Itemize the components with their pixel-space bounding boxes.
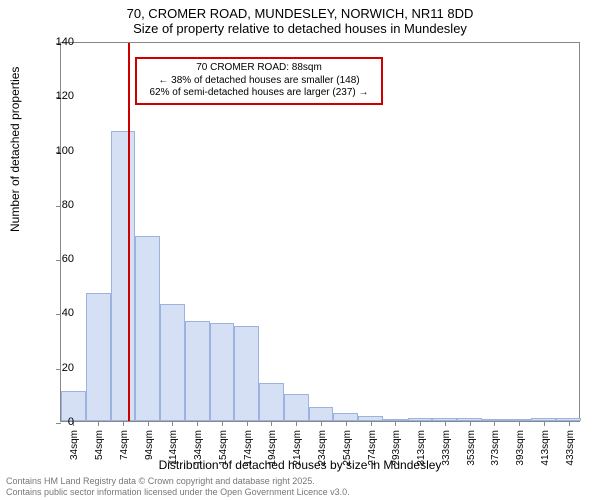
xtick-mark xyxy=(470,421,471,426)
histogram-bar xyxy=(160,304,185,421)
xtick-mark xyxy=(371,421,372,426)
xtick-mark xyxy=(519,421,520,426)
annotation-line: 62% of semi-detached houses are larger (… xyxy=(143,87,375,100)
xtick-label: 34sqm xyxy=(69,430,80,460)
xtick-mark xyxy=(569,421,570,426)
xtick-mark xyxy=(247,421,248,426)
xtick-label: 54sqm xyxy=(94,430,105,460)
ytick-mark xyxy=(56,369,61,370)
histogram-bar xyxy=(234,326,259,421)
xtick-label: 94sqm xyxy=(144,430,155,460)
xtick-mark xyxy=(395,421,396,426)
histogram-bar xyxy=(284,394,309,421)
ytick-mark xyxy=(56,206,61,207)
xtick-mark xyxy=(271,421,272,426)
histogram-bar xyxy=(259,383,284,421)
ytick-label: 100 xyxy=(56,145,74,157)
chart-title-line2: Size of property relative to detached ho… xyxy=(0,21,600,40)
xtick-mark xyxy=(321,421,322,426)
xtick-mark xyxy=(98,421,99,426)
ytick-label: 0 xyxy=(68,416,74,428)
ytick-label: 80 xyxy=(62,199,74,211)
ytick-label: 60 xyxy=(62,253,74,265)
xtick-mark xyxy=(346,421,347,426)
ytick-label: 140 xyxy=(56,36,74,48)
attribution-footer: Contains HM Land Registry data © Crown c… xyxy=(0,476,600,498)
x-axis-label: Distribution of detached houses by size … xyxy=(0,458,600,472)
histogram-bar xyxy=(309,407,334,421)
histogram-bar xyxy=(185,321,210,421)
histogram-bar xyxy=(333,413,358,421)
annotation-box: 70 CROMER ROAD: 88sqm← 38% of detached h… xyxy=(135,57,383,105)
xtick-mark xyxy=(494,421,495,426)
ytick-mark xyxy=(56,260,61,261)
plot-area: 34sqm54sqm74sqm94sqm114sqm134sqm154sqm17… xyxy=(60,42,580,422)
ytick-label: 120 xyxy=(56,90,74,102)
ytick-label: 40 xyxy=(62,307,74,319)
annotation-line: ← 38% of detached houses are smaller (14… xyxy=(143,75,375,88)
xtick-mark xyxy=(123,421,124,426)
footer-line1: Contains HM Land Registry data © Crown c… xyxy=(6,476,600,487)
xtick-mark xyxy=(544,421,545,426)
histogram-bar xyxy=(135,236,160,421)
histogram-bar xyxy=(86,293,111,421)
y-axis-label: Number of detached properties xyxy=(8,67,22,232)
xtick-mark xyxy=(172,421,173,426)
chart-title-line1: 70, CROMER ROAD, MUNDESLEY, NORWICH, NR1… xyxy=(0,0,600,21)
ytick-mark xyxy=(56,314,61,315)
annotation-line: 70 CROMER ROAD: 88sqm xyxy=(143,62,375,75)
xtick-mark xyxy=(148,421,149,426)
xtick-mark xyxy=(296,421,297,426)
xtick-mark xyxy=(197,421,198,426)
xtick-mark xyxy=(445,421,446,426)
xtick-mark xyxy=(222,421,223,426)
ytick-mark xyxy=(56,423,61,424)
reference-line xyxy=(128,43,130,421)
histogram-bar xyxy=(210,323,235,421)
histogram-bar xyxy=(111,131,136,421)
footer-line2: Contains public sector information licen… xyxy=(6,487,600,498)
xtick-mark xyxy=(420,421,421,426)
xtick-label: 74sqm xyxy=(119,430,130,460)
ytick-label: 20 xyxy=(62,362,74,374)
